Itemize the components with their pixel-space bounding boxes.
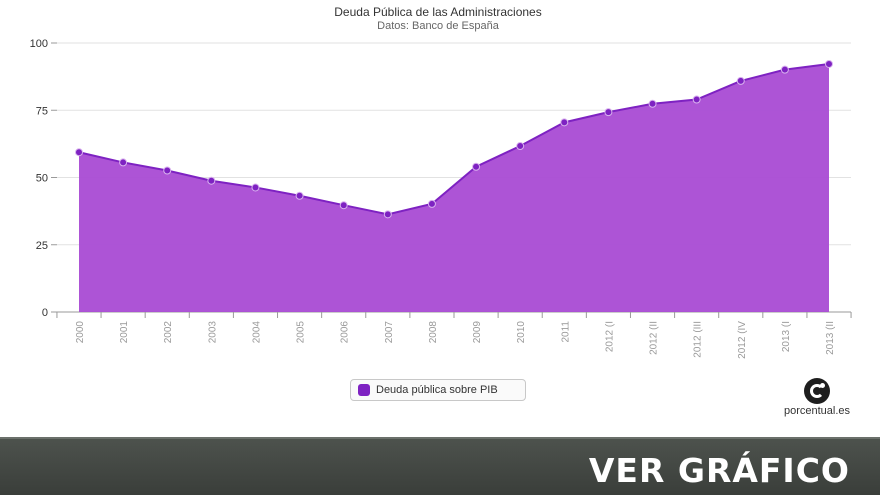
- porcentual-logo-icon: [804, 378, 830, 404]
- data-point[interactable]: [75, 148, 83, 157]
- data-point[interactable]: [692, 95, 701, 104]
- x-tick-label: 2010: [516, 321, 527, 344]
- x-tick-label: 2013 (II: [825, 321, 836, 355]
- chart-subtitle: Datos: Banco de España: [377, 20, 500, 32]
- brand-name: porcentual.es: [783, 405, 851, 417]
- data-point[interactable]: [251, 183, 260, 192]
- data-point[interactable]: [736, 76, 745, 85]
- data-markers: [75, 59, 833, 219]
- chart-title: Deuda Pública de las Administraciones: [334, 5, 541, 19]
- legend-swatch: [358, 384, 370, 396]
- chart: Deuda Pública de las Administraciones Da…: [30, 5, 852, 359]
- x-tick-label: 2012 (I: [604, 321, 615, 352]
- y-tick-label: 0: [42, 307, 48, 319]
- data-point[interactable]: [516, 142, 525, 151]
- x-tick-label: 2007: [384, 321, 395, 344]
- data-point[interactable]: [648, 99, 657, 108]
- x-tick-label: 2001: [119, 321, 130, 344]
- data-point[interactable]: [825, 59, 833, 68]
- x-tick-label: 2004: [251, 321, 262, 344]
- data-point[interactable]: [339, 201, 348, 210]
- data-point[interactable]: [427, 199, 436, 208]
- x-tick-label: 2012 (II: [649, 321, 660, 355]
- x-tick-label: 2013 (I: [781, 321, 792, 352]
- x-tick-label: 2009: [472, 321, 483, 344]
- data-point[interactable]: [295, 191, 304, 200]
- data-point[interactable]: [207, 176, 216, 185]
- x-tick-label: 2005: [296, 321, 307, 344]
- x-tick-label: 2002: [163, 321, 174, 344]
- data-point[interactable]: [604, 108, 613, 117]
- banner: VER GRÁFICO: [0, 437, 880, 495]
- area-fill: [79, 63, 829, 313]
- data-point[interactable]: [472, 162, 481, 171]
- x-tick-label: 2012 (III: [693, 321, 704, 358]
- legend[interactable]: Deuda pública sobre PIB: [350, 379, 526, 401]
- ver-grafico-button[interactable]: VER GRÁFICO: [588, 451, 850, 490]
- area-series: [78, 62, 830, 313]
- data-point[interactable]: [119, 158, 128, 167]
- y-tick-label: 75: [36, 105, 48, 117]
- x-tick-label: 2006: [340, 321, 351, 344]
- data-point[interactable]: [780, 65, 789, 74]
- data-point[interactable]: [163, 166, 172, 175]
- series-line: [78, 62, 830, 216]
- legend-label: Deuda pública sobre PIB: [376, 384, 498, 396]
- data-point[interactable]: [560, 118, 569, 127]
- x-axis-ticks: 2000 2001 2002 2003 2004 2005 2006 2007 2008 2009…: [75, 321, 836, 359]
- brand-link[interactable]: porcentual.es: [776, 378, 858, 417]
- data-point[interactable]: [383, 210, 392, 219]
- y-tick-label: 25: [36, 240, 48, 252]
- y-tick-label: 50: [36, 173, 48, 185]
- x-tick-label: 2011: [560, 321, 571, 343]
- y-tick-label: 100: [30, 38, 48, 50]
- x-tick-label: 2003: [207, 321, 218, 344]
- x-tick-label: 2008: [428, 321, 439, 344]
- y-axis-ticks: 0 25 50 75 100: [30, 38, 48, 319]
- x-tick-label: 2000: [75, 321, 86, 344]
- x-tick-label: 2012 (IV: [737, 321, 748, 359]
